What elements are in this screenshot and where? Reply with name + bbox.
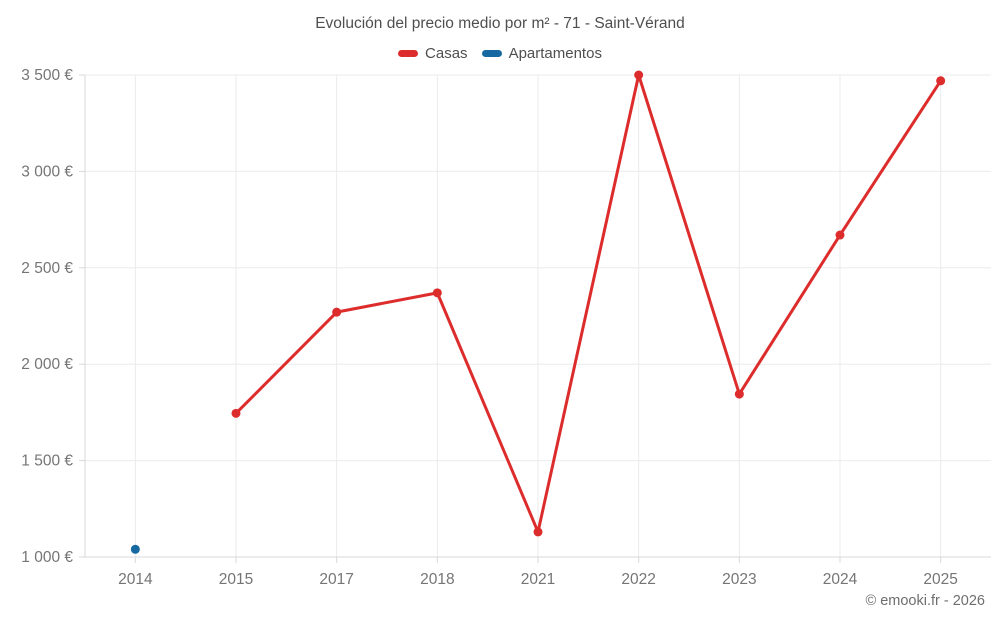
chart-title: Evolución del precio medio por m² - 71 -…	[315, 15, 685, 32]
y-tick-label: 1 000 €	[21, 549, 73, 566]
data-point-casas[interactable]	[734, 389, 744, 399]
legend-label-casas: Casas	[425, 45, 468, 62]
x-tick-label: 2022	[621, 571, 655, 588]
x-tick-label: 2018	[420, 571, 454, 588]
legend: Casas Apartamentos	[0, 45, 1000, 62]
copyright: © emooki.fr - 2026	[865, 593, 985, 609]
data-point-casas[interactable]	[634, 70, 644, 80]
x-tick-label: 2023	[722, 571, 756, 588]
y-tick-label: 2 500 €	[21, 260, 73, 277]
y-tick-label: 3 000 €	[21, 163, 73, 180]
apartamentos-swatch-icon	[481, 50, 502, 57]
y-tick-label: 1 500 €	[21, 453, 73, 470]
casas-swatch-icon	[398, 50, 419, 57]
x-tick-label: 2015	[219, 571, 253, 588]
x-tick-label: 2024	[823, 571, 858, 588]
y-tick-label: 3 500 €	[21, 67, 73, 84]
data-point-casas[interactable]	[835, 230, 845, 240]
data-point-casas[interactable]	[533, 527, 543, 537]
data-point-casas[interactable]	[231, 408, 241, 418]
x-tick-label: 2025	[923, 571, 957, 588]
data-point-casas[interactable]	[432, 288, 442, 298]
data-point-apartamentos[interactable]	[130, 544, 140, 554]
series-line-casas	[234, 73, 943, 534]
x-tick-label: 2021	[521, 571, 555, 588]
data-point-casas[interactable]	[332, 307, 342, 317]
legend-item-casas[interactable]: Casas	[398, 45, 468, 62]
x-tick-label: 2014	[118, 571, 153, 588]
x-tick-label: 2017	[319, 571, 353, 588]
legend-label-apartamentos: Apartamentos	[508, 45, 602, 62]
y-tick-label: 2 000 €	[21, 356, 73, 373]
legend-item-apartamentos[interactable]: Apartamentos	[481, 45, 602, 62]
data-point-casas[interactable]	[936, 76, 946, 86]
